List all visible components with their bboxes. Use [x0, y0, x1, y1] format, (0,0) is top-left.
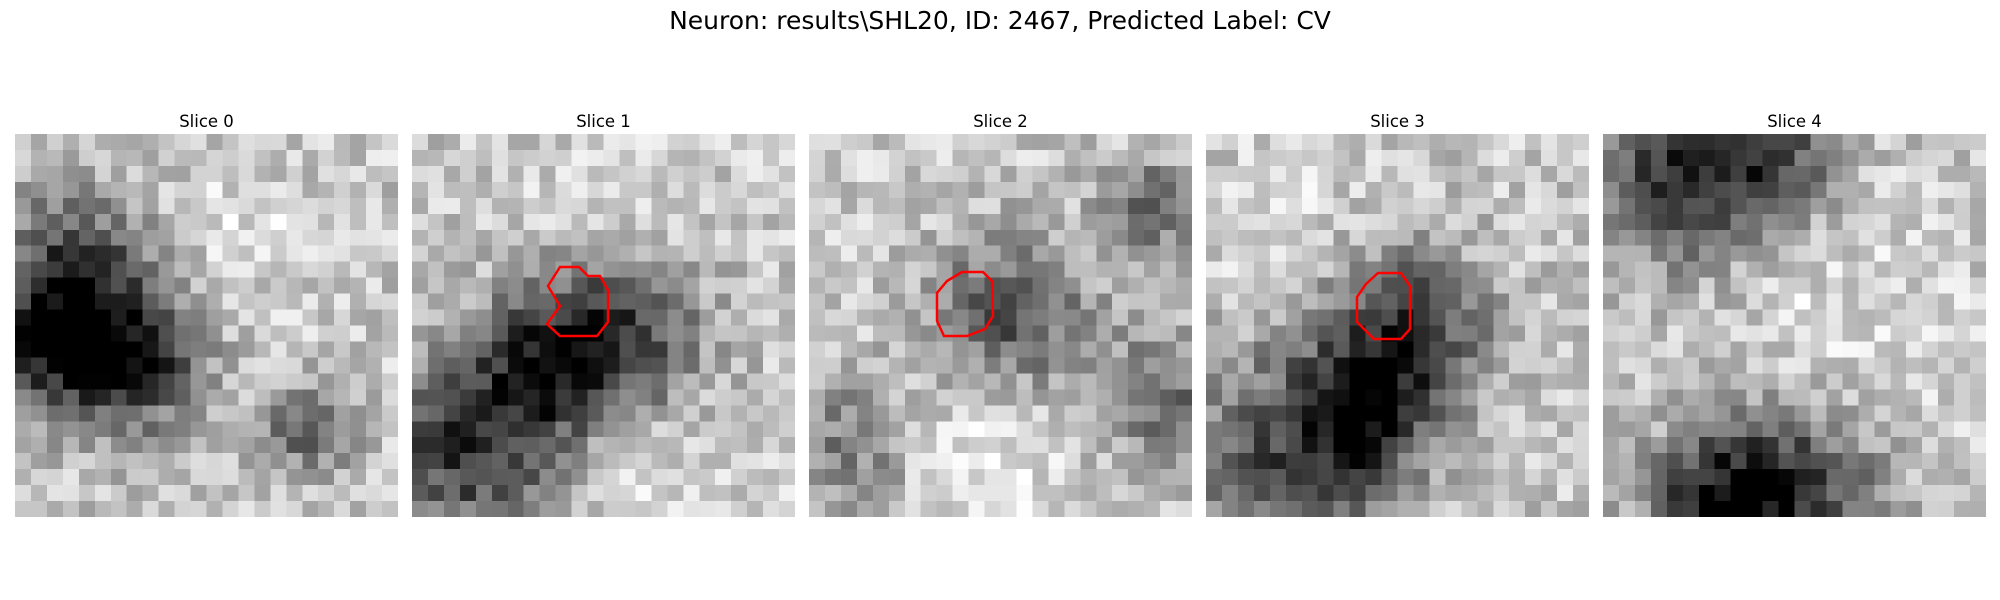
- slice-title: Slice 0: [179, 112, 234, 131]
- slice-image-frame: [412, 134, 795, 517]
- slice-image-frame: [809, 134, 1192, 517]
- slice-title: Slice 3: [1370, 112, 1425, 131]
- predicted-contour: [545, 265, 610, 338]
- microscopy-image: [1603, 134, 1986, 517]
- slice-panel-2: Slice 2: [809, 110, 1192, 517]
- slice-title: Slice 2: [973, 112, 1028, 131]
- slice-panel-4: Slice 4: [1603, 110, 1986, 517]
- slice-panel-1: Slice 1: [412, 110, 795, 517]
- contour-overlay: [1355, 271, 1412, 341]
- contour-overlay: [935, 270, 995, 338]
- contour-overlay: [545, 265, 610, 338]
- slice-title: Slice 1: [576, 112, 631, 131]
- predicted-contour: [1355, 271, 1412, 341]
- microscopy-image: [1206, 134, 1589, 517]
- microscopy-image: [809, 134, 1192, 517]
- predicted-contour: [935, 270, 995, 338]
- slice-panel-3: Slice 3: [1206, 110, 1589, 517]
- slice-image-frame: [1603, 134, 1986, 517]
- slice-title: Slice 4: [1767, 112, 1822, 131]
- figure-title: Neuron: results\SHL20, ID: 2467, Predict…: [669, 6, 1331, 35]
- microscopy-image: [412, 134, 795, 517]
- microscopy-image: [15, 134, 398, 517]
- slice-panel-0: Slice 0: [15, 110, 398, 517]
- slice-image-frame: [1206, 134, 1589, 517]
- slice-image-frame: [15, 134, 398, 517]
